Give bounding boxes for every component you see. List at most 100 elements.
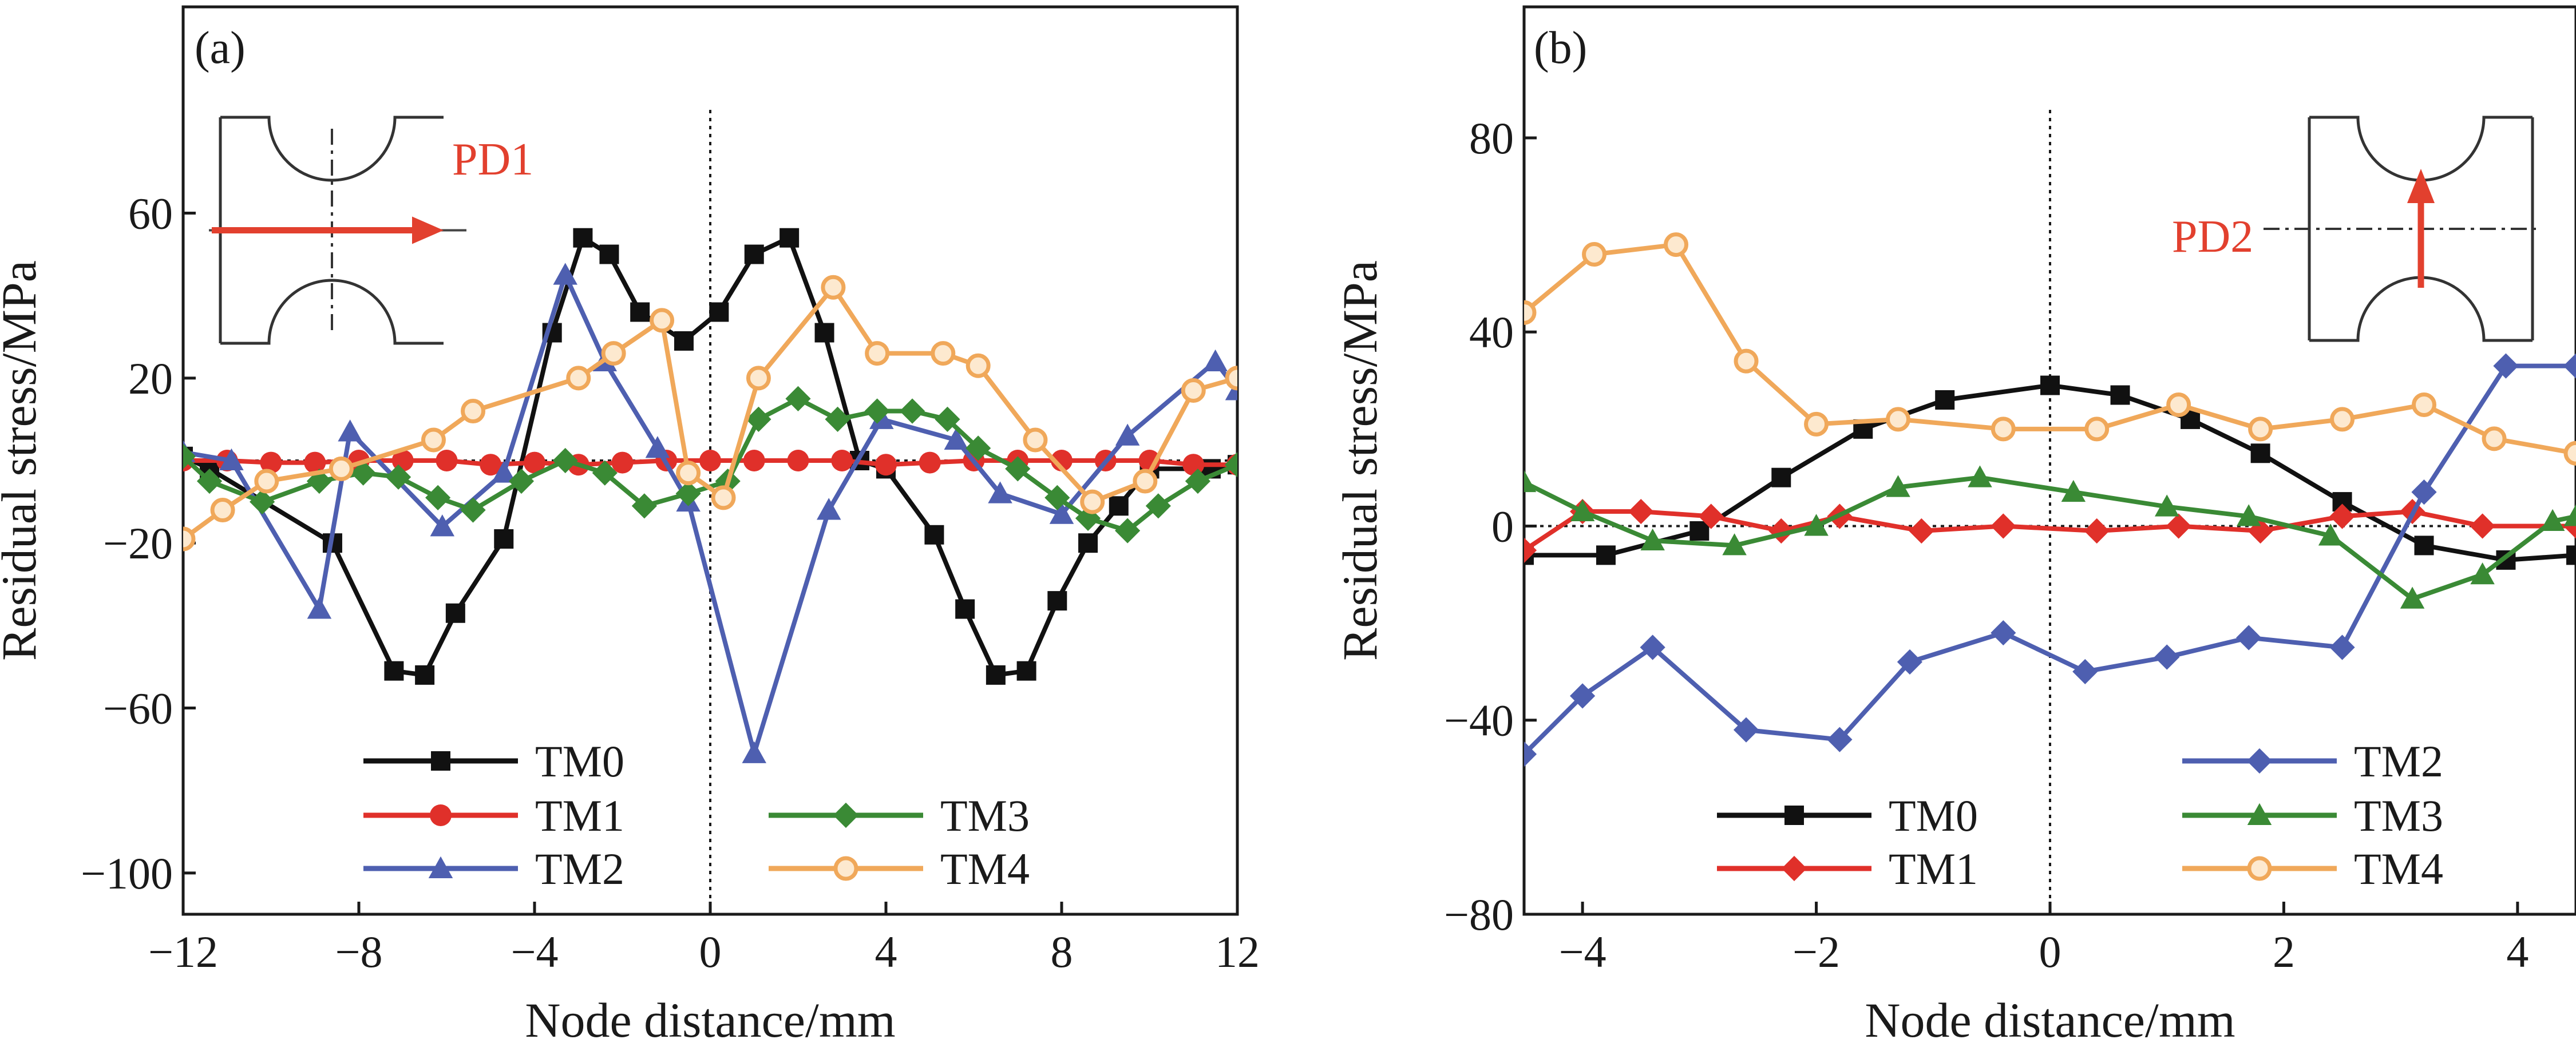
data-point-tm3 xyxy=(899,398,925,424)
plot-area xyxy=(1524,232,2576,767)
legend-label: TM0 xyxy=(535,736,624,786)
legend-item-tm3: TM3 xyxy=(2182,791,2443,840)
inset-top-notch xyxy=(220,116,444,182)
data-point-tm4 xyxy=(1181,378,1206,403)
legend-item-tm3: TM3 xyxy=(769,791,1030,840)
data-point-tm3 xyxy=(2236,504,2261,526)
data-point-tm2 xyxy=(2236,625,2262,651)
data-point-tm0 xyxy=(384,661,404,681)
data-point-tm2 xyxy=(944,427,969,450)
x-tick-label: 2 xyxy=(2273,927,2295,977)
x-tick-label: −12 xyxy=(148,927,218,977)
series-tm4 xyxy=(1524,232,2576,466)
legend-label: TM4 xyxy=(2354,844,2443,894)
data-point-tm3 xyxy=(250,489,275,515)
data-point-tm0 xyxy=(1016,661,1036,681)
data-point-tm3 xyxy=(1570,499,1595,522)
data-point-tm2 xyxy=(742,741,766,763)
legend-label: TM2 xyxy=(535,844,624,894)
x-tick-label: −2 xyxy=(1792,927,1840,977)
data-point-tm3 xyxy=(1115,518,1141,544)
data-point-tm4 xyxy=(711,485,736,510)
data-point-tm4 xyxy=(821,275,846,300)
data-point-tm3 xyxy=(785,386,811,411)
data-point-tm0 xyxy=(779,228,800,248)
data-point-tm3 xyxy=(306,468,333,494)
data-point-tm3 xyxy=(385,464,411,490)
data-point-tm2 xyxy=(1827,727,1853,752)
inset-bottom-notch xyxy=(220,279,444,345)
legend-item-tm4: TM4 xyxy=(2182,844,2443,894)
legend-label: TM1 xyxy=(535,791,624,840)
data-point-tm1 xyxy=(2329,503,2355,529)
data-point-tm3 xyxy=(2154,494,2179,517)
data-point-tm1 xyxy=(1698,503,1724,529)
legend-item-tm2: TM2 xyxy=(2182,736,2443,786)
legend-item-tm0: TM0 xyxy=(1717,791,1978,840)
data-point-tm0 xyxy=(573,228,593,248)
legend-label: TM0 xyxy=(1889,791,1978,840)
y-tick-label: 80 xyxy=(1469,113,1514,163)
data-point-tm3 xyxy=(1640,528,1665,550)
legend-swatch-marker xyxy=(431,751,450,771)
data-point-tm4 xyxy=(2084,417,2110,442)
series-line-tm4 xyxy=(1524,242,2576,456)
data-point-tm0 xyxy=(2566,545,2576,565)
legend-swatch-marker xyxy=(1781,855,1807,882)
data-point-tm3 xyxy=(425,485,451,510)
x-tick-label: 4 xyxy=(2506,927,2528,977)
data-point-tm2 xyxy=(1640,634,1665,660)
legend-item-tm0: TM0 xyxy=(363,736,624,786)
y-tick-label: −20 xyxy=(103,518,173,568)
data-point-tm0 xyxy=(1596,545,1616,565)
legend-swatch-marker xyxy=(430,804,452,826)
data-point-tm3 xyxy=(825,406,850,433)
data-point-tm4 xyxy=(746,366,771,391)
legend-item-tm4: TM4 xyxy=(769,844,1030,894)
data-point-tm4 xyxy=(329,456,354,481)
data-point-tm0 xyxy=(1047,591,1067,611)
data-point-tm4 xyxy=(2482,426,2507,451)
data-point-tm4 xyxy=(1524,300,1537,325)
data-point-tm4 xyxy=(1582,242,1607,267)
data-point-tm3 xyxy=(675,481,701,506)
data-point-tm4 xyxy=(2166,392,2191,417)
data-point-tm0 xyxy=(445,603,465,623)
data-point-tm4 xyxy=(865,341,890,366)
data-point-tm2 xyxy=(2493,353,2519,379)
data-point-tm1 xyxy=(304,451,326,474)
data-point-tm3 xyxy=(1224,452,1237,478)
series-tm4 xyxy=(183,275,1237,552)
data-point-tm1 xyxy=(260,451,282,474)
data-point-tm4 xyxy=(2563,441,2576,466)
y-tick-label: −100 xyxy=(81,848,173,898)
y-axis-label: Residual stress/MPa xyxy=(0,260,46,661)
x-tick-label: 4 xyxy=(875,927,897,977)
y-axis-label: Residual stress/MPa xyxy=(1332,260,1387,661)
data-point-tm2 xyxy=(553,263,577,285)
legend-swatch-marker xyxy=(833,802,859,828)
data-point-tm3 xyxy=(552,447,578,474)
data-point-tm2 xyxy=(430,514,455,537)
data-point-tm2 xyxy=(1203,349,1228,371)
data-point-tm0 xyxy=(630,302,650,322)
data-point-tm4 xyxy=(2248,417,2273,442)
legend-swatch-marker xyxy=(1784,806,1804,825)
data-point-tm3 xyxy=(2400,586,2425,609)
data-point-tm1 xyxy=(611,451,634,474)
legend-item-tm1: TM1 xyxy=(1717,844,1978,894)
panel-label: (b) xyxy=(1534,23,1587,73)
data-point-tm3 xyxy=(746,406,771,433)
legend-swatch-marker xyxy=(2246,748,2273,774)
data-point-tm3 xyxy=(1886,475,1910,497)
data-point-tm3 xyxy=(460,497,486,523)
data-point-tm3 xyxy=(1185,468,1211,494)
legend-label: TM2 xyxy=(2354,736,2443,786)
series-line-tm3 xyxy=(183,396,1237,533)
data-point-tm3 xyxy=(1524,470,1537,493)
data-point-tm1 xyxy=(1628,498,1654,525)
data-point-tm0 xyxy=(1109,496,1129,516)
y-tick-label: 20 xyxy=(128,354,173,403)
